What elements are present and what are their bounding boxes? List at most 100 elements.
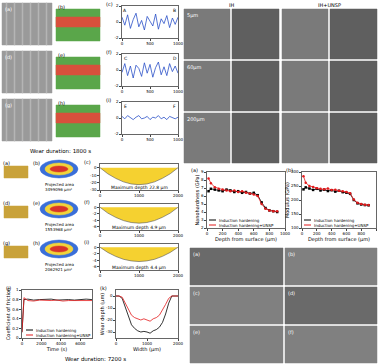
svg-text:4: 4 [201,209,204,214]
svg-text:100: 100 [291,225,299,230]
svg-text:0: 0 [94,165,97,170]
svg-text:2000: 2000 [173,341,184,346]
svg-text:-2: -2 [115,35,119,40]
svg-text:8: 8 [201,177,204,182]
svg-text:-4: -4 [93,258,97,263]
svg-text:(h): (h) [33,240,40,246]
svg-text:(d): (d) [288,290,295,296]
svg-text:0: 0 [21,341,24,346]
svg-text:(a): (a) [3,160,10,166]
svg-text:(d): (d) [5,54,12,60]
svg-text:0.4: 0.4 [12,316,19,321]
svg-text:1000: 1000 [134,233,145,238]
svg-text:1000: 1000 [280,231,291,236]
svg-text:0: 0 [99,273,102,278]
svg-text:500: 500 [146,89,154,94]
svg-text:(f): (f) [84,199,90,205]
svg-text:(a): (a) [193,251,200,257]
svg-text:F: F [173,104,176,109]
svg-text:-2: -2 [93,251,97,256]
svg-text:(b): (b) [288,251,295,257]
svg-text:1000: 1000 [173,89,184,94]
svg-text:(f): (f) [288,329,294,335]
svg-text:1000: 1000 [134,193,145,198]
svg-text:Coefficient of friction: Coefficient of friction [5,288,11,340]
svg-text:Depth from surface (μm): Depth from surface (μm) [308,236,370,243]
svg-text:1: 1 [16,287,19,292]
svg-text:2000: 2000 [173,273,184,278]
svg-text:Induction hardening: Induction hardening [219,218,260,223]
svg-text:2000: 2000 [36,341,47,346]
svg-text:250: 250 [291,183,299,188]
svg-text:0: 0 [121,41,124,46]
svg-text:0: 0 [110,293,113,298]
svg-text:6: 6 [201,193,204,198]
svg-text:0: 0 [115,341,118,346]
svg-text:0.2: 0.2 [12,326,19,331]
svg-text:0.6: 0.6 [12,307,19,312]
svg-text:-20: -20 [106,317,113,322]
svg-text:0: 0 [94,205,97,210]
svg-text:400: 400 [328,231,336,236]
svg-text:300: 300 [291,169,299,174]
svg-text:(j): (j) [6,285,11,292]
svg-text:E: E [124,104,127,109]
svg-text:600: 600 [343,231,351,236]
svg-text:Induction hardening+UNSP: Induction hardening+UNSP [219,223,274,228]
svg-text:(k): (k) [100,285,107,291]
svg-text:-4: -4 [93,218,97,223]
svg-text:2: 2 [116,51,119,56]
svg-text:150: 150 [291,211,299,216]
svg-text:-6: -6 [93,264,97,269]
svg-text:2: 2 [201,225,204,230]
svg-text:-2: -2 [115,131,119,136]
svg-text:0: 0 [94,245,97,250]
svg-text:3: 3 [201,217,204,222]
svg-text:4000: 4000 [56,341,67,346]
svg-text:5: 5 [201,201,204,206]
svg-text:1000: 1000 [142,341,153,346]
svg-text:A: A [123,8,127,13]
svg-text:60μm: 60μm [187,64,202,71]
svg-text:6000: 6000 [75,341,86,346]
svg-text:Projected area: Projected area [45,222,74,227]
svg-text:1000: 1000 [134,273,145,278]
svg-text:-2: -2 [115,83,119,88]
svg-text:200μm: 200μm [187,116,205,123]
svg-text:7: 7 [201,185,204,190]
svg-text:200: 200 [291,197,299,202]
svg-text:(i): (i) [106,97,111,103]
svg-text:-20: -20 [90,180,97,185]
svg-text:600: 600 [250,231,258,236]
svg-text:-30: -30 [90,187,97,192]
svg-text:-10: -10 [106,305,113,310]
svg-text:2: 2 [116,3,119,8]
svg-text:0: 0 [301,231,304,236]
svg-text:1000: 1000 [173,41,184,46]
svg-text:-10: -10 [90,173,97,178]
svg-text:(a): (a) [5,6,12,12]
svg-text:Modulus (GPa): Modulus (GPa) [284,182,290,218]
svg-text:Wear duration: 7200 s: Wear duration: 7200 s [65,356,126,362]
svg-text:800: 800 [357,231,365,236]
svg-text:Projected area: Projected area [45,262,74,267]
svg-text:(c): (c) [193,290,200,296]
svg-text:800: 800 [266,231,274,236]
svg-text:1553968 μm²: 1553968 μm² [45,227,73,232]
svg-text:(c): (c) [84,159,91,165]
svg-text:(e): (e) [58,52,65,58]
svg-text:0: 0 [99,233,102,238]
svg-text:0: 0 [206,231,209,236]
svg-text:(g): (g) [3,240,10,247]
svg-text:IH: IH [229,2,234,8]
svg-text:-30: -30 [106,329,113,334]
svg-text:Nanohardness (GPa): Nanohardness (GPa) [194,174,200,225]
svg-text:Wear depth (μm): Wear depth (μm) [99,293,106,336]
svg-text:-2: -2 [93,211,97,216]
svg-text:(c): (c) [106,1,113,7]
svg-text:Wear duration: 1800 s: Wear duration: 1800 s [30,148,91,154]
svg-text:(i): (i) [84,239,89,245]
svg-text:Projected area: Projected area [45,182,74,187]
svg-text:2: 2 [116,99,119,104]
svg-text:0: 0 [16,335,19,340]
